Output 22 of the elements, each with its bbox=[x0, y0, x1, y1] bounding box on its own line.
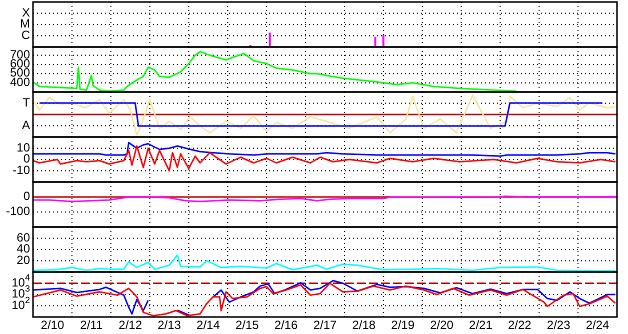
x-tick-label: 2/16 bbox=[274, 318, 298, 332]
text: A bbox=[22, 118, 30, 132]
x-tick-label: 2/24 bbox=[586, 318, 610, 332]
y-tick-label: -100 bbox=[6, 204, 30, 218]
y-tick-label: 10 bbox=[16, 140, 30, 154]
y-tick-label: 60 bbox=[16, 230, 30, 244]
x-tick-label: 2/18 bbox=[352, 318, 376, 332]
x-tick-label: 2/20 bbox=[430, 318, 454, 332]
x-tick-label: 2/19 bbox=[391, 318, 415, 332]
x-tick-label: 2/11 bbox=[80, 318, 103, 332]
x-tick-label: 2/10 bbox=[40, 318, 64, 332]
x-tick-label: 2/23 bbox=[546, 318, 571, 332]
text: T bbox=[22, 95, 31, 110]
x-tick-label: 2/21 bbox=[469, 318, 493, 332]
x-tick-label: 2/12 bbox=[118, 318, 142, 332]
x-tick-label: 2/15 bbox=[235, 318, 260, 332]
text: X bbox=[22, 5, 30, 20]
y-tick-label: 0 bbox=[23, 189, 30, 204]
x-tick-label: 2/17 bbox=[313, 318, 337, 332]
x-tick-label: 2/22 bbox=[508, 318, 532, 332]
x-tick-label: 2/13 bbox=[158, 318, 182, 332]
x-tick-label: 2/14 bbox=[196, 318, 220, 332]
